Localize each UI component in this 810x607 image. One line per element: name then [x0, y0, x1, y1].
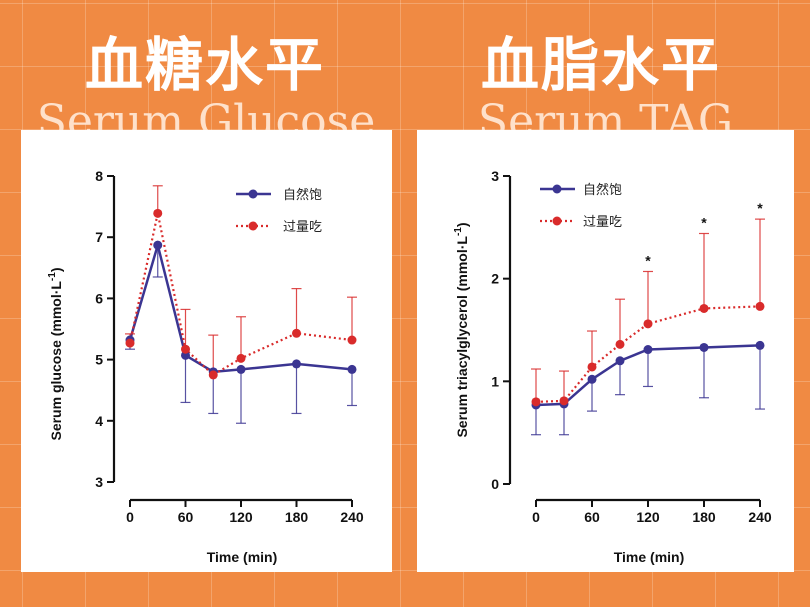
data-point-overfed: [559, 396, 569, 406]
y-axis-title: Serum glucose (mmol·L-1): [47, 267, 64, 440]
data-point-overfed: [181, 344, 190, 354]
data-point-overfed: [531, 397, 541, 407]
x-axis-title: Time (min): [614, 549, 685, 565]
legend-marker-fed: [552, 184, 562, 194]
x-axis-title: Time (min): [207, 549, 278, 565]
data-point-fed: [292, 359, 301, 369]
data-point-overfed: [347, 335, 357, 345]
y-tick-label: 4: [95, 413, 103, 429]
data-point-fed: [755, 340, 765, 350]
significance-marker: *: [701, 214, 707, 230]
glucose-chart-panel: Time (min) Serum glucose (mmol·L-1) 自然饱 …: [21, 130, 392, 572]
data-point-fed: [236, 364, 246, 374]
data-point-fed: [615, 356, 625, 366]
legend: 自然饱 过量吃: [540, 182, 622, 230]
data-point-overfed: [125, 338, 135, 348]
panel-title-glucose: 血糖水平: [84, 31, 325, 99]
x-tick-label: 0: [532, 509, 540, 525]
data-point-overfed: [699, 303, 709, 313]
data-point-overfed: [236, 353, 246, 363]
legend-label-overfed: 过量吃: [283, 219, 322, 235]
tag-chart-panel: Time (min) Serum triacylglycerol (mmol·L…: [417, 130, 794, 572]
legend-marker-fed: [248, 189, 258, 199]
data-point-fed: [347, 364, 357, 374]
y-axis-title: Serum triacylglycerol (mmol·L-1): [453, 222, 470, 437]
data-point-overfed: [587, 362, 597, 372]
data-point-fed: [699, 342, 709, 352]
data-point-overfed: [292, 328, 301, 338]
data-point-overfed: [615, 339, 625, 349]
data-point-overfed: [153, 208, 163, 218]
panel-title-tag: 血脂水平: [480, 31, 721, 99]
legend-label-overfed: 过量吃: [583, 214, 622, 230]
significance-marker: *: [645, 252, 651, 268]
x-tick-label: 120: [229, 509, 253, 525]
y-tick-label: 8: [95, 168, 103, 184]
y-tick-label: 1: [491, 373, 499, 389]
data-point-fed: [587, 374, 597, 384]
x-tick-label: 60: [584, 509, 600, 525]
data-point-fed: [643, 345, 653, 355]
x-tick-label: 60: [178, 509, 194, 525]
x-tick-label: 180: [692, 509, 716, 525]
y-tick-label: 2: [491, 271, 499, 287]
x-tick-label: 240: [340, 509, 364, 525]
legend-marker-overfed: [552, 216, 562, 226]
tag-chart: Time (min) Serum triacylglycerol (mmol·L…: [453, 168, 772, 565]
x-tick-label: 180: [285, 509, 309, 525]
data-point-fed: [153, 240, 163, 250]
y-tick-label: 0: [491, 476, 499, 492]
x-tick-label: 240: [748, 509, 772, 525]
legend-label-fed: 自然饱: [583, 182, 622, 198]
y-tick-label: 5: [95, 352, 103, 368]
x-tick-label: 120: [636, 509, 660, 525]
y-tick-label: 6: [95, 290, 103, 306]
data-point-overfed: [755, 301, 765, 311]
legend: 自然饱 过量吃: [236, 187, 322, 235]
x-tick-label: 0: [126, 509, 134, 525]
data-point-overfed: [643, 319, 653, 329]
y-tick-label: 3: [95, 474, 103, 490]
y-tick-label: 3: [491, 168, 499, 184]
y-tick-label: 7: [95, 229, 103, 245]
data-point-overfed: [208, 370, 218, 380]
legend-label-fed: 自然饱: [283, 187, 322, 203]
legend-marker-overfed: [248, 221, 258, 231]
significance-marker: *: [757, 200, 763, 216]
glucose-chart: Time (min) Serum glucose (mmol·L-1) 自然饱 …: [47, 168, 364, 565]
